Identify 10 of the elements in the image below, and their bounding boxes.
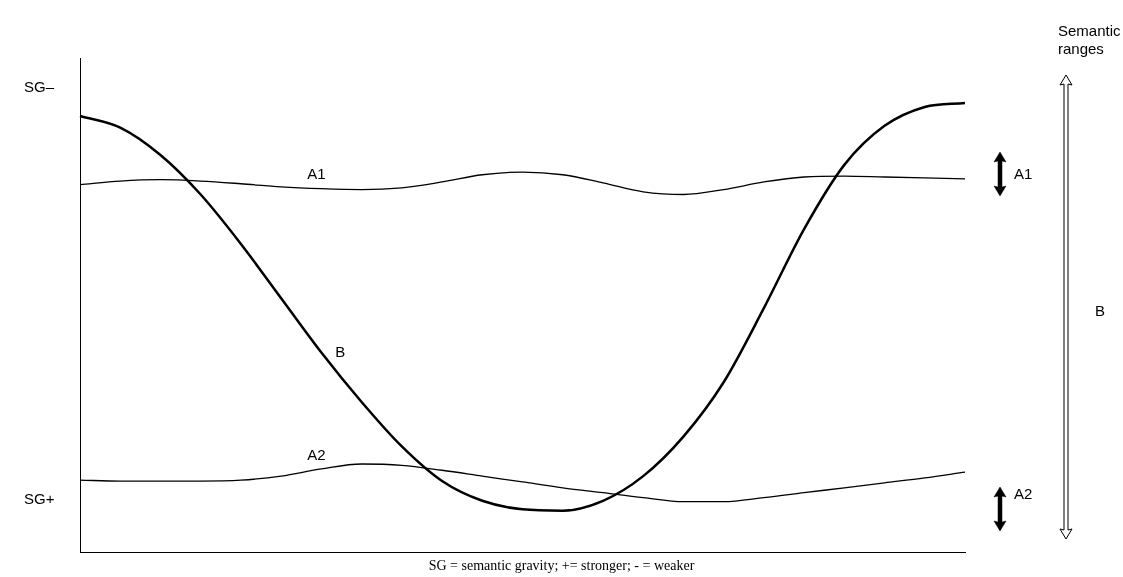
text: A2 <box>1014 485 1033 503</box>
text: SG– <box>24 78 55 96</box>
text: Semantic ranges <box>1058 22 1122 58</box>
series-label: B <box>335 342 346 360</box>
text: SG+ <box>24 490 55 508</box>
series-label: A2 <box>307 445 326 463</box>
text: A1 <box>1014 165 1033 183</box>
text: SG = semantic gravity; += stronger; - = weaker <box>427 558 696 575</box>
series-label: A1 <box>307 165 326 183</box>
text: B <box>1095 302 1106 320</box>
